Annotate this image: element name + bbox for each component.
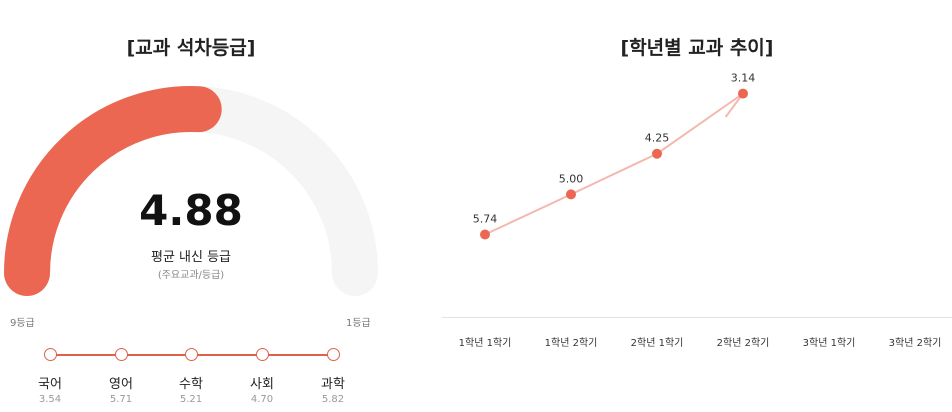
subject-score: 3.54	[38, 394, 62, 405]
gauge-panel-title: [교과 석차등급]	[126, 37, 256, 59]
subject-dot	[114, 348, 128, 361]
x-tick-label: 1학년 2학기	[544, 338, 598, 349]
x-tick-label: 3학년 2학기	[888, 338, 942, 349]
data-label: 3.14	[731, 72, 756, 85]
data-point[interactable]	[738, 88, 748, 99]
subject-dot	[326, 348, 340, 361]
subject-name: 국어	[38, 377, 62, 392]
series-line	[484, 92, 744, 236]
subject-score: 4.70	[250, 394, 274, 405]
subject-name: 사회	[250, 377, 274, 392]
data-point[interactable]	[480, 229, 490, 240]
subject-score: 5.71	[109, 394, 133, 405]
subject-scores: 국어 3.54 영어 5.71 수학 5.21 사회 4.70 과학 5.82	[0, 340, 382, 412]
subject-item[interactable]: 수학 5.21	[161, 348, 221, 405]
subject-dot	[255, 348, 269, 361]
subject-item[interactable]: 국어 3.54	[20, 348, 80, 405]
data-label: 5.00	[559, 172, 584, 185]
average-grade-sublabel: (주요교과/등급)	[157, 270, 225, 281]
average-grade-label: 평균 내신 등급	[150, 250, 232, 265]
subject-score: 5.21	[179, 394, 203, 405]
subject-name: 영어	[109, 377, 133, 392]
data-point[interactable]	[566, 189, 576, 200]
subject-dot	[184, 348, 198, 361]
subject-item[interactable]: 사회 4.70	[232, 348, 292, 405]
x-axis-line	[442, 317, 952, 318]
trend-panel-title: [학년별 교과 추이]	[620, 37, 774, 59]
x-tick-label: 2학년 1학기	[630, 338, 684, 349]
x-tick-label: 3학년 1학기	[802, 338, 856, 349]
subject-name: 수학	[179, 377, 203, 392]
average-grade-value: 4.88	[139, 186, 243, 235]
subject-name: 과학	[321, 377, 345, 392]
gauge-fill	[4, 86, 222, 296]
gauge-high-label: 1등급	[346, 318, 371, 329]
grade-gauge	[4, 86, 378, 296]
gauge-low-label: 9등급	[10, 318, 35, 329]
data-label: 5.74	[473, 213, 498, 226]
trend-chart: 5.74 5.00 4.25 3.14	[473, 72, 756, 240]
subject-item[interactable]: 영어 5.71	[91, 348, 151, 405]
subject-dot	[43, 348, 57, 361]
subject-item[interactable]: 과학 5.82	[303, 348, 363, 405]
x-tick-label: 2학년 2학기	[716, 338, 770, 349]
data-label: 4.25	[645, 132, 670, 145]
x-tick-label: 1학년 1학기	[458, 338, 512, 349]
data-point[interactable]	[652, 148, 662, 159]
subject-score: 5.82	[321, 394, 345, 405]
